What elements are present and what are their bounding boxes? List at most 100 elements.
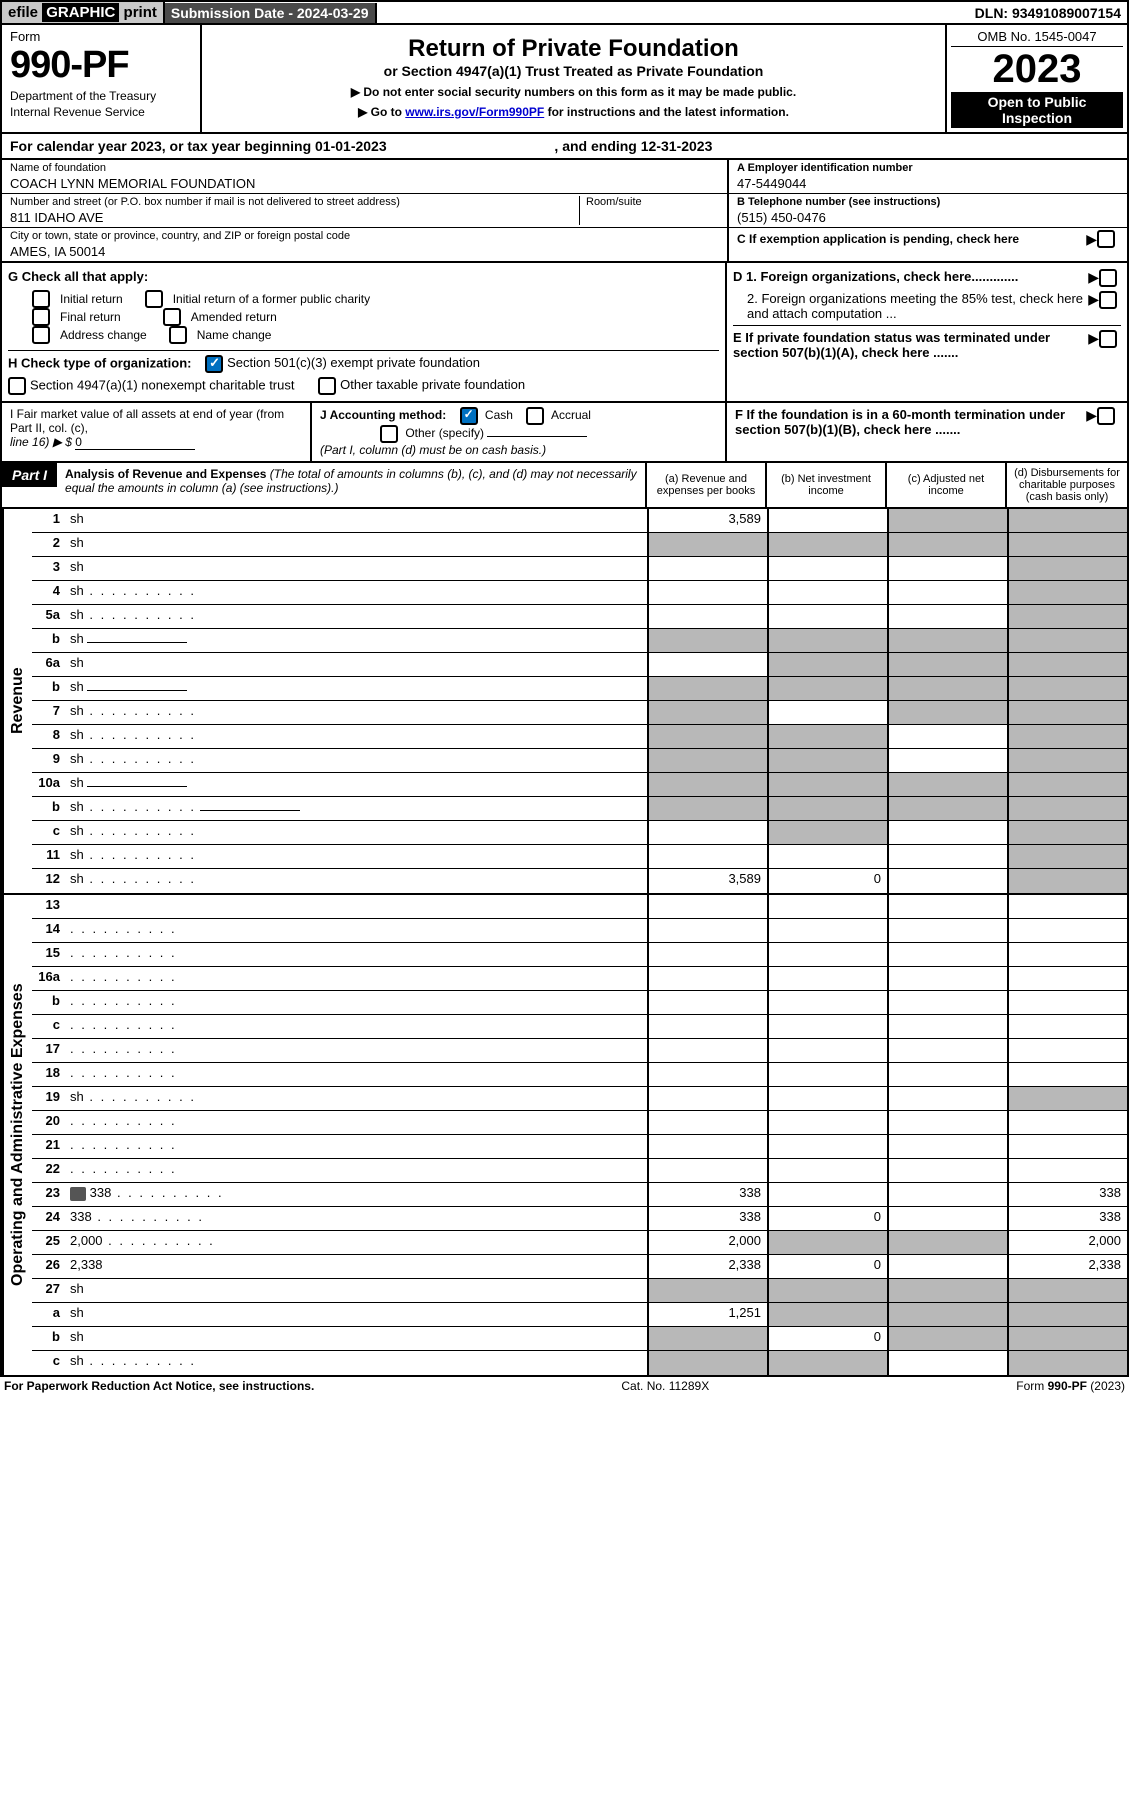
g-opt-final: Final return	[60, 310, 121, 324]
subline	[87, 642, 187, 643]
table-cell	[767, 845, 887, 868]
efile-print-label: efile GRAPHIC print	[2, 2, 165, 23]
table-cell	[887, 533, 1007, 556]
table-cell	[647, 1015, 767, 1038]
table-cell	[767, 967, 887, 990]
j-row-1: J Accounting method: Cash Accrual	[320, 407, 717, 425]
phone-row: B Telephone number (see instructions) (5…	[729, 194, 1127, 228]
h-other-checkbox[interactable]	[318, 377, 336, 395]
h-501c3-checkbox[interactable]	[205, 355, 223, 373]
header-mid: Return of Private Foundation or Section …	[202, 25, 947, 132]
line-description: 338	[66, 1207, 647, 1230]
c-checkbox[interactable]	[1097, 230, 1115, 248]
table-cell	[767, 677, 887, 700]
table-cell	[767, 557, 887, 580]
table-cell	[1007, 919, 1127, 942]
line-number: b	[32, 991, 66, 1014]
table-cell	[767, 629, 887, 652]
table-cell	[887, 1207, 1007, 1230]
g-name-change-checkbox[interactable]	[169, 326, 187, 344]
table-cell	[1007, 991, 1127, 1014]
c-label: C If exemption application is pending, c…	[737, 232, 1086, 246]
table-cell	[1007, 943, 1127, 966]
line-description: sh	[66, 581, 647, 604]
table-cell: 0	[767, 1327, 887, 1350]
h-4947-checkbox[interactable]	[8, 377, 26, 395]
table-cell	[647, 1279, 767, 1302]
g-address-change-checkbox[interactable]	[32, 326, 50, 344]
table-cell: 3,589	[647, 869, 767, 893]
table-cell	[887, 701, 1007, 724]
table-row: 23 338338338	[32, 1183, 1127, 1207]
dept-treasury: Department of the Treasury	[10, 89, 192, 103]
table-cell	[1007, 653, 1127, 676]
table-cell	[1007, 629, 1127, 652]
table-cell	[887, 991, 1007, 1014]
footer-mid: Cat. No. 11289X	[621, 1379, 709, 1393]
table-row: 19sh	[32, 1087, 1127, 1111]
arrow-icon: ▶	[1088, 330, 1099, 347]
table-cell	[647, 701, 767, 724]
table-cell	[647, 1063, 767, 1086]
j-row-2: Other (specify)	[320, 425, 717, 443]
dln: DLN: 93491089007154	[969, 3, 1127, 23]
f-row: F If the foundation is in a 60-month ter…	[735, 407, 1119, 437]
form-url-link[interactable]: www.irs.gov/Form990PF	[405, 105, 544, 119]
part1-description: Analysis of Revenue and Expenses (The to…	[57, 463, 645, 499]
table-cell	[767, 943, 887, 966]
table-row: 12sh3,5890	[32, 869, 1127, 893]
d1-label: D 1. Foreign organizations, check here..…	[733, 269, 1088, 284]
g-initial-return-checkbox[interactable]	[32, 290, 50, 308]
open-to-public: Open to Public Inspection	[951, 92, 1123, 128]
f-checkbox[interactable]	[1097, 407, 1115, 425]
city-value: AMES, IA 50014	[10, 244, 719, 259]
table-cell	[767, 1303, 887, 1326]
j-other-line	[487, 436, 587, 437]
table-cell	[767, 1279, 887, 1302]
table-cell	[887, 1327, 1007, 1350]
part1-title: Analysis of Revenue and Expenses	[65, 467, 266, 481]
note-url-pre: ▶ Go to	[358, 105, 405, 119]
table-cell	[1007, 773, 1127, 796]
table-cell	[647, 605, 767, 628]
table-cell	[887, 1231, 1007, 1254]
j-other-checkbox[interactable]	[380, 425, 398, 443]
line-description	[66, 1135, 647, 1158]
expenses-rows: 13141516abc171819sh20212223 338338338243…	[32, 895, 1127, 1375]
table-cell	[887, 1111, 1007, 1134]
table-cell	[767, 1063, 887, 1086]
phone-label: B Telephone number (see instructions)	[737, 196, 1119, 208]
h-opt2: Section 4947(a)(1) nonexempt charitable …	[30, 377, 294, 392]
d1-checkbox[interactable]	[1099, 269, 1117, 287]
j-cash-checkbox[interactable]	[460, 407, 478, 425]
table-cell	[647, 749, 767, 772]
table-cell	[647, 1039, 767, 1062]
table-row: 18	[32, 1063, 1127, 1087]
attachment-icon[interactable]	[70, 1187, 86, 1201]
table-row: 243383380338	[32, 1207, 1127, 1231]
g-final-return-checkbox[interactable]	[32, 308, 50, 326]
table-cell: 1,251	[647, 1303, 767, 1326]
line-description: sh	[66, 557, 647, 580]
g-amended-checkbox[interactable]	[163, 308, 181, 326]
table-cell	[767, 1159, 887, 1182]
g-initial-former-checkbox[interactable]	[145, 290, 163, 308]
cal-pre: For calendar year 2023, or tax year begi…	[10, 138, 315, 154]
city-label: City or town, state or province, country…	[10, 230, 719, 242]
footer-right: Form 990-PF (2023)	[1016, 1379, 1125, 1393]
form-header: Form 990-PF Department of the Treasury I…	[0, 25, 1129, 134]
line-description: sh	[66, 677, 647, 700]
table-cell	[647, 991, 767, 1014]
tax-year: 2023	[951, 47, 1123, 92]
table-cell	[1007, 1159, 1127, 1182]
table-row: csh	[32, 821, 1127, 845]
e-checkbox[interactable]	[1099, 330, 1117, 348]
table-cell	[767, 895, 887, 918]
e-label: E If private foundation status was termi…	[733, 330, 1088, 360]
dln-label: DLN:	[975, 5, 1012, 21]
line-description: sh	[66, 797, 647, 820]
table-row: b	[32, 991, 1127, 1015]
j-accrual-checkbox[interactable]	[526, 407, 544, 425]
line-number: 18	[32, 1063, 66, 1086]
d2-checkbox[interactable]	[1099, 291, 1117, 309]
